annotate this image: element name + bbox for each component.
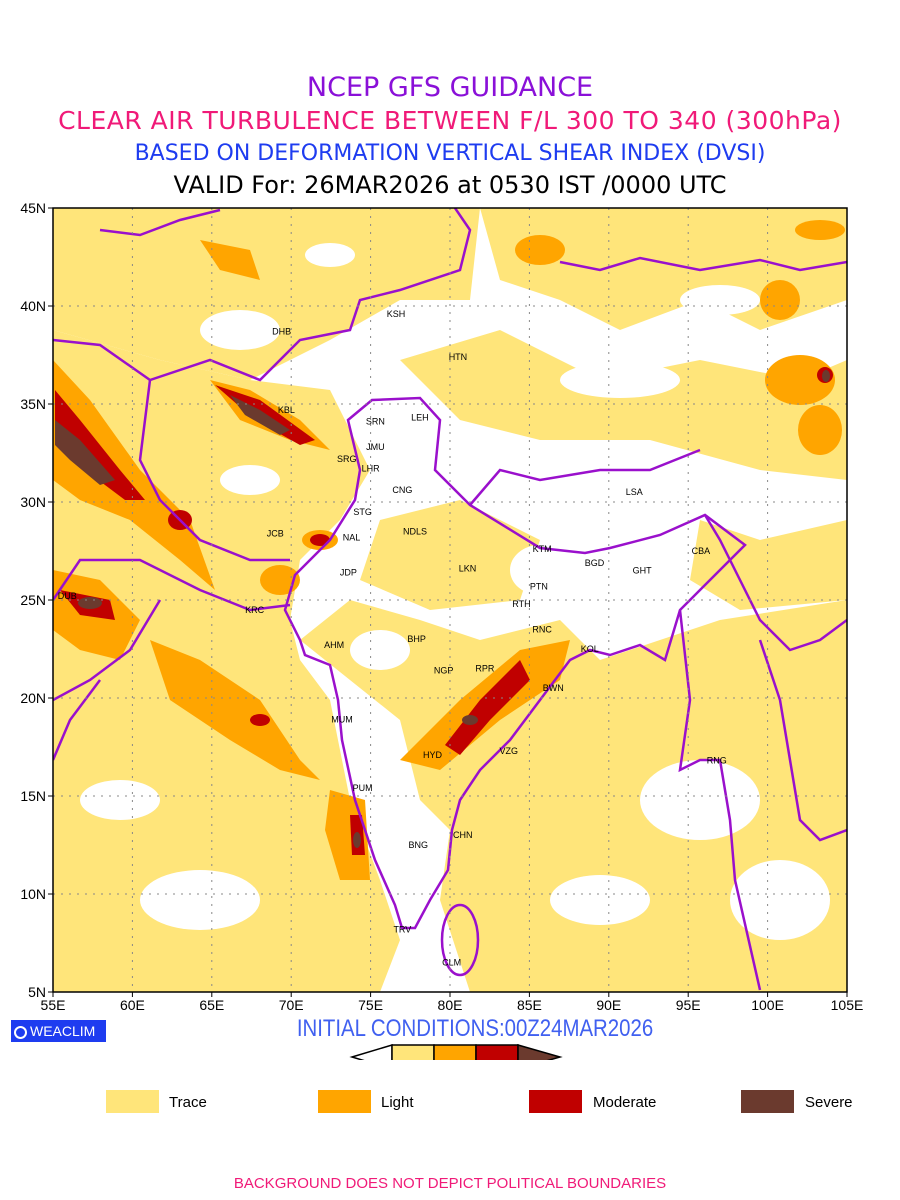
station-label: CNG (392, 485, 412, 495)
legend-swatch-moderate (529, 1090, 582, 1113)
legend-swatch-severe (741, 1090, 794, 1113)
boundaries (53, 208, 847, 991)
trace-area (53, 208, 847, 992)
station-label: PTN (530, 581, 548, 591)
lat-tick-label: 15N (20, 788, 46, 804)
footer-disclaimer: BACKGROUND DOES NOT DEPICT POLITICAL BOU… (233, 1175, 667, 1192)
lon-tick-label: 65E (199, 997, 224, 1013)
station-label: JMU (366, 442, 385, 452)
title-line-2: CLEAR AIR TURBULENCE BETWEEN F/L 300 TO … (58, 106, 842, 135)
station-label: GHT (633, 566, 653, 576)
colorbar-moderate (475, 1044, 519, 1060)
legend-label-moderate: Moderate (593, 1094, 657, 1111)
station-label: KOL (581, 644, 599, 654)
colorbar-trace (391, 1044, 435, 1060)
legend-swatch-trace (106, 1090, 159, 1113)
valid-time: VALID For: 26MAR2026 at 0530 IST /0000 U… (173, 171, 727, 199)
lat-tick-label: 40N (20, 298, 46, 314)
station-label: NAL (343, 532, 361, 542)
lat-tick-label: 20N (20, 690, 46, 706)
logo-text: WEACLIM (30, 1023, 96, 1039)
lat-tick-label: 45N (20, 200, 46, 216)
station-label: CLM (442, 958, 461, 968)
weaclim-logo-icon (14, 1026, 27, 1039)
station-label: CBA (692, 546, 711, 556)
lon-tick-label: 85E (517, 997, 542, 1013)
station-labels: DHB KSH HTN KBL SRN LEH JMU SRG LHR CNG STG JCB NAL N… (58, 309, 727, 968)
gridlines (53, 208, 847, 992)
lon-tick-label: 70E (279, 997, 304, 1013)
legend-label-light: Light (381, 1094, 414, 1111)
severe-area (55, 370, 830, 848)
station-label: LEH (411, 413, 429, 423)
station-label: KBL (278, 405, 295, 415)
station-label: RNG (707, 756, 727, 766)
station-label: RPR (475, 664, 495, 674)
station-label: BGD (585, 558, 605, 568)
lat-tick-label: 25N (20, 592, 46, 608)
colorbar-light (433, 1044, 477, 1060)
station-label: PUM (353, 783, 373, 793)
station-label: LSA (626, 487, 643, 497)
title-line-1: NCEP GFS GUIDANCE (306, 72, 594, 103)
station-label: KRC (245, 605, 265, 615)
lon-tick-label: 80E (438, 997, 463, 1013)
station-label: BNG (408, 840, 428, 850)
station-label: NDLS (403, 526, 427, 536)
station-label: RNC (532, 624, 552, 634)
station-label: TRV (393, 924, 411, 934)
lat-tick-label: 30N (20, 494, 46, 510)
lon-tick-label: 105E (831, 997, 864, 1013)
lon-tick-label: 75E (358, 997, 383, 1013)
lon-tick-label: 55E (41, 997, 66, 1013)
legend-label-trace: Trace (169, 1094, 207, 1111)
lon-tick-label: 60E (120, 997, 145, 1013)
legend-swatch-light (318, 1090, 371, 1113)
station-label: LKN (459, 564, 477, 574)
axis-ticks: 55E 60E 65E 70E 75E 80E 85E 90E 95E 100E 105E 5N 10N… (20, 200, 863, 1013)
station-label: BWN (543, 683, 564, 693)
station-label: SRG (337, 454, 357, 464)
lat-tick-label: 35N (20, 396, 46, 412)
lat-tick-label: 10N (20, 886, 46, 902)
lon-tick-label: 100E (751, 997, 784, 1013)
station-label: NGP (434, 666, 454, 676)
lon-tick-label: 90E (596, 997, 621, 1013)
legend-label-severe: Severe (805, 1094, 853, 1111)
turbulence-map: 55E 60E 65E 70E 75E 80E 85E 90E 95E 100E 105E 5N 10N… (20, 200, 863, 1060)
lon-tick-label: 95E (676, 997, 701, 1013)
station-label: DUB (58, 591, 77, 601)
station-label: HTN (449, 352, 468, 362)
turbulence-field (53, 208, 847, 992)
colorbar-under-arrow (349, 1043, 393, 1060)
station-label: RTH (512, 599, 530, 609)
station-label: HYD (423, 750, 443, 760)
lat-tick-label: 5N (28, 984, 46, 1000)
station-label: DHB (272, 326, 291, 336)
station-label: AHM (324, 640, 344, 650)
station-label: KTM (533, 544, 552, 554)
station-label: VZG (499, 746, 518, 756)
station-label: JDP (340, 568, 357, 578)
station-label: MUM (331, 715, 353, 725)
station-label: SRN (366, 417, 385, 427)
station-label: LHR (362, 464, 381, 474)
station-label: BHP (407, 634, 426, 644)
clear-area (80, 243, 830, 940)
station-label: STG (353, 507, 372, 517)
colorbar: 1 4 8 12 (349, 1043, 563, 1060)
initial-conditions: INITIAL CONDITIONS:00Z24MAR2026 (296, 1015, 654, 1042)
station-label: JCB (267, 528, 284, 538)
title-line-3: BASED ON DEFORMATION VERTICAL SHEAR INDE… (134, 141, 766, 166)
weaclim-logo: WEACLIM (11, 1020, 106, 1042)
station-label: KSH (387, 309, 406, 319)
station-label: CHN (453, 830, 473, 840)
colorbar-severe-arrow (517, 1044, 563, 1060)
